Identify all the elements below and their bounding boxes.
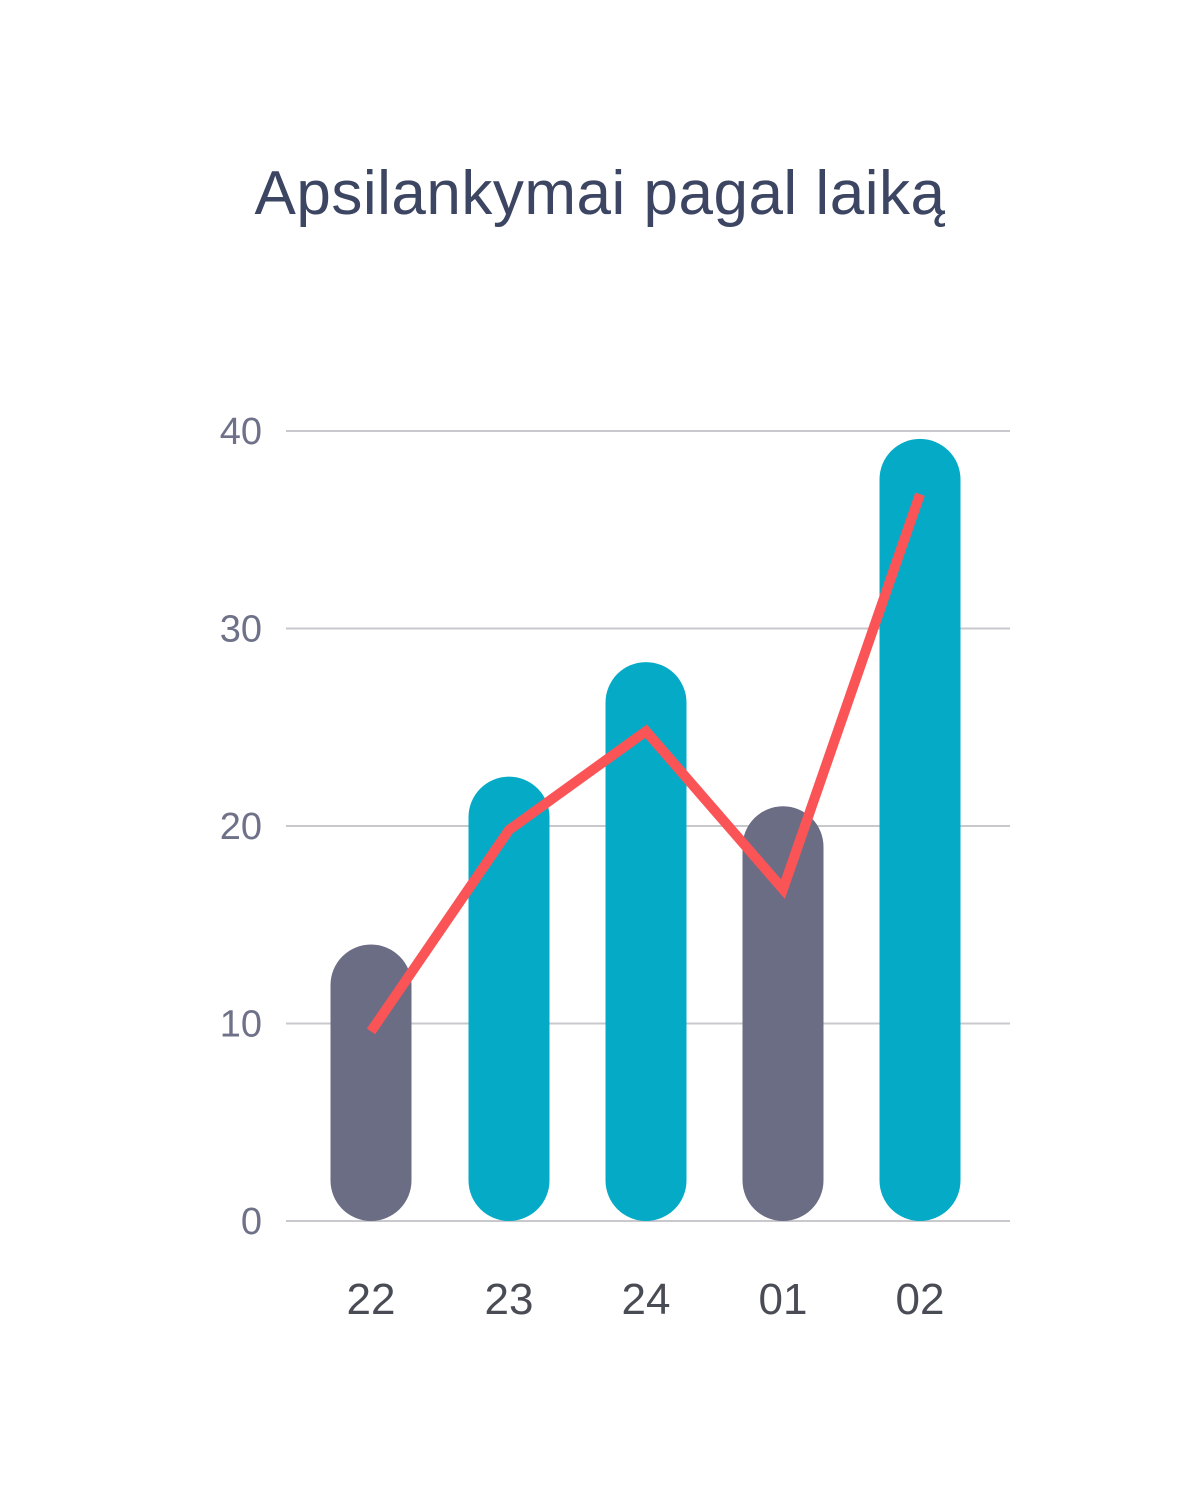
x-axis-ticks: 22 23 24 01 02 <box>347 1275 945 1324</box>
x-tick-label: 24 <box>622 1275 671 1324</box>
bar-23 <box>468 776 550 1221</box>
bar-24 <box>605 662 687 1221</box>
bars <box>330 438 961 1221</box>
x-tick-label: 02 <box>896 1275 945 1324</box>
trend-line <box>366 492 925 1035</box>
x-tick-label: 23 <box>485 1275 534 1324</box>
bar-01 <box>742 806 824 1221</box>
y-tick-label: 10 <box>220 1004 262 1046</box>
y-axis-ticks: 0 10 20 30 40 <box>220 411 262 1243</box>
bar-02 <box>879 438 961 1221</box>
x-tick-label: 01 <box>759 1275 808 1324</box>
chart-title: Apsilankymai pagal laiką <box>254 159 946 228</box>
y-tick-label: 40 <box>220 411 262 453</box>
y-tick-label: 30 <box>220 609 262 651</box>
bar-22 <box>330 944 412 1221</box>
x-tick-label: 22 <box>347 1275 396 1324</box>
y-tick-label: 0 <box>241 1201 262 1243</box>
y-tick-label: 20 <box>220 806 262 848</box>
